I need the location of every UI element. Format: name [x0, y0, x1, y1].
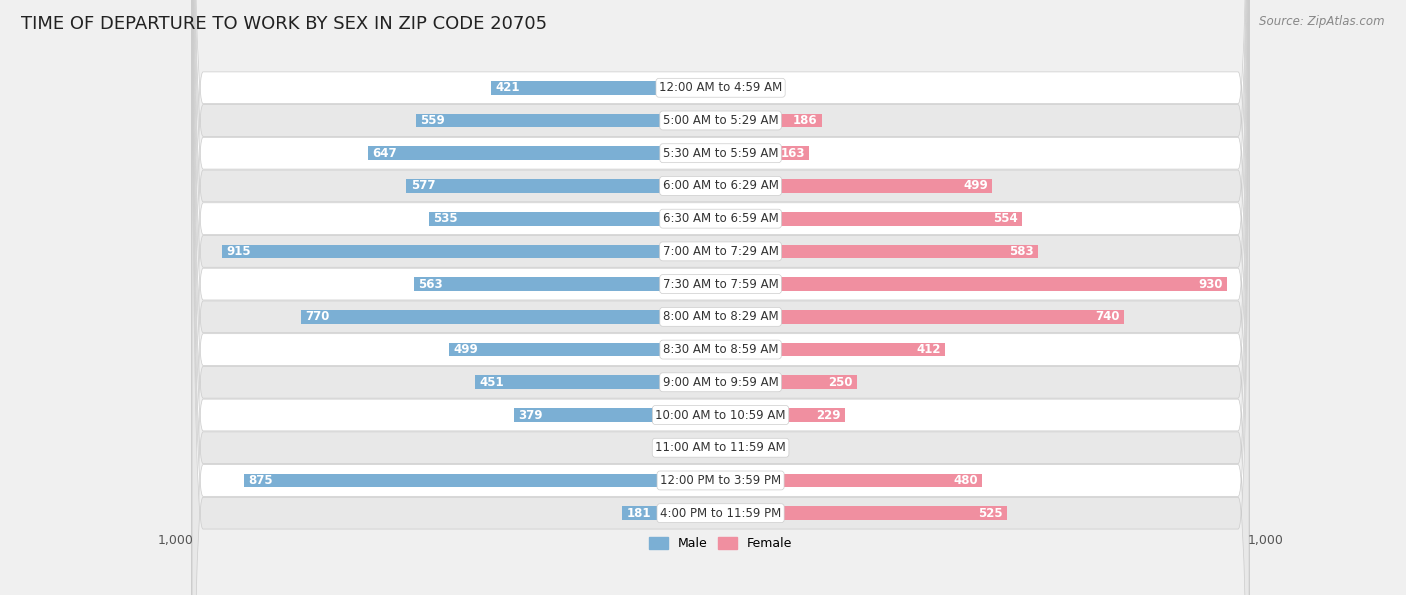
- Bar: [621, 506, 721, 520]
- Text: 107: 107: [751, 82, 775, 94]
- Bar: [413, 277, 721, 291]
- Bar: [301, 310, 721, 324]
- Text: 480: 480: [953, 474, 977, 487]
- Text: 412: 412: [917, 343, 941, 356]
- Text: 229: 229: [817, 409, 841, 421]
- Text: 9:00 AM to 9:59 AM: 9:00 AM to 9:59 AM: [662, 376, 779, 389]
- Text: 525: 525: [977, 507, 1002, 519]
- Text: TIME OF DEPARTURE TO WORK BY SEX IN ZIP CODE 20705: TIME OF DEPARTURE TO WORK BY SEX IN ZIP …: [21, 15, 547, 33]
- Text: 8:00 AM to 8:29 AM: 8:00 AM to 8:29 AM: [662, 311, 779, 323]
- Text: 6:00 AM to 6:29 AM: 6:00 AM to 6:29 AM: [662, 180, 779, 192]
- Bar: [243, 474, 721, 487]
- Text: 740: 740: [1095, 311, 1119, 323]
- Text: 7: 7: [704, 441, 713, 454]
- Text: 451: 451: [479, 376, 503, 389]
- Bar: [416, 114, 721, 127]
- Text: 421: 421: [495, 82, 520, 94]
- Text: 5:00 AM to 5:29 AM: 5:00 AM to 5:29 AM: [662, 114, 779, 127]
- FancyBboxPatch shape: [193, 0, 1249, 595]
- FancyBboxPatch shape: [193, 0, 1249, 595]
- Text: 499: 499: [453, 343, 478, 356]
- Text: 186: 186: [793, 114, 817, 127]
- FancyBboxPatch shape: [193, 0, 1249, 595]
- Text: 0: 0: [725, 441, 733, 454]
- Bar: [222, 245, 721, 258]
- Text: 875: 875: [249, 474, 273, 487]
- Text: 181: 181: [626, 507, 651, 519]
- FancyBboxPatch shape: [193, 0, 1249, 595]
- FancyBboxPatch shape: [193, 0, 1249, 595]
- Text: 5:30 AM to 5:59 AM: 5:30 AM to 5:59 AM: [662, 147, 779, 159]
- Bar: [721, 343, 945, 356]
- Text: 535: 535: [433, 212, 458, 225]
- Text: 559: 559: [420, 114, 446, 127]
- Bar: [491, 81, 721, 95]
- FancyBboxPatch shape: [193, 0, 1249, 595]
- Text: Source: ZipAtlas.com: Source: ZipAtlas.com: [1260, 15, 1385, 28]
- Text: 12:00 AM to 4:59 AM: 12:00 AM to 4:59 AM: [659, 82, 782, 94]
- FancyBboxPatch shape: [193, 0, 1249, 595]
- Bar: [721, 506, 1007, 520]
- Bar: [721, 408, 845, 422]
- Bar: [449, 343, 721, 356]
- Text: 379: 379: [519, 409, 543, 421]
- Legend: Male, Female: Male, Female: [644, 533, 797, 555]
- Text: 930: 930: [1198, 278, 1223, 290]
- FancyBboxPatch shape: [193, 0, 1249, 595]
- Bar: [721, 474, 983, 487]
- Bar: [721, 375, 856, 389]
- FancyBboxPatch shape: [193, 0, 1249, 595]
- Text: 563: 563: [418, 278, 443, 290]
- Bar: [515, 408, 721, 422]
- Text: 4:00 PM to 11:59 PM: 4:00 PM to 11:59 PM: [659, 507, 782, 519]
- Text: 647: 647: [373, 147, 396, 159]
- FancyBboxPatch shape: [193, 0, 1249, 595]
- Bar: [406, 179, 721, 193]
- Text: 7:00 AM to 7:29 AM: 7:00 AM to 7:29 AM: [662, 245, 779, 258]
- Text: 163: 163: [780, 147, 806, 159]
- Text: 7:30 AM to 7:59 AM: 7:30 AM to 7:59 AM: [662, 278, 779, 290]
- Bar: [721, 114, 823, 127]
- Text: 583: 583: [1010, 245, 1033, 258]
- Text: 770: 770: [305, 311, 330, 323]
- Text: 915: 915: [226, 245, 252, 258]
- FancyBboxPatch shape: [193, 0, 1249, 595]
- Bar: [429, 212, 721, 226]
- Bar: [721, 179, 993, 193]
- Bar: [475, 375, 721, 389]
- Text: 8:30 AM to 8:59 AM: 8:30 AM to 8:59 AM: [662, 343, 779, 356]
- Bar: [717, 441, 721, 455]
- Bar: [721, 245, 1038, 258]
- Bar: [721, 310, 1123, 324]
- Text: 250: 250: [828, 376, 852, 389]
- Text: 11:00 AM to 11:59 AM: 11:00 AM to 11:59 AM: [655, 441, 786, 454]
- Text: 10:00 AM to 10:59 AM: 10:00 AM to 10:59 AM: [655, 409, 786, 421]
- Text: 499: 499: [963, 180, 988, 192]
- Bar: [721, 212, 1022, 226]
- Bar: [721, 277, 1227, 291]
- Text: 577: 577: [411, 180, 434, 192]
- Bar: [721, 146, 810, 160]
- FancyBboxPatch shape: [193, 0, 1249, 595]
- Bar: [368, 146, 721, 160]
- FancyBboxPatch shape: [193, 0, 1249, 595]
- Text: 6:30 AM to 6:59 AM: 6:30 AM to 6:59 AM: [662, 212, 779, 225]
- FancyBboxPatch shape: [193, 0, 1249, 595]
- Text: 554: 554: [993, 212, 1018, 225]
- Text: 12:00 PM to 3:59 PM: 12:00 PM to 3:59 PM: [659, 474, 782, 487]
- Bar: [721, 81, 779, 95]
